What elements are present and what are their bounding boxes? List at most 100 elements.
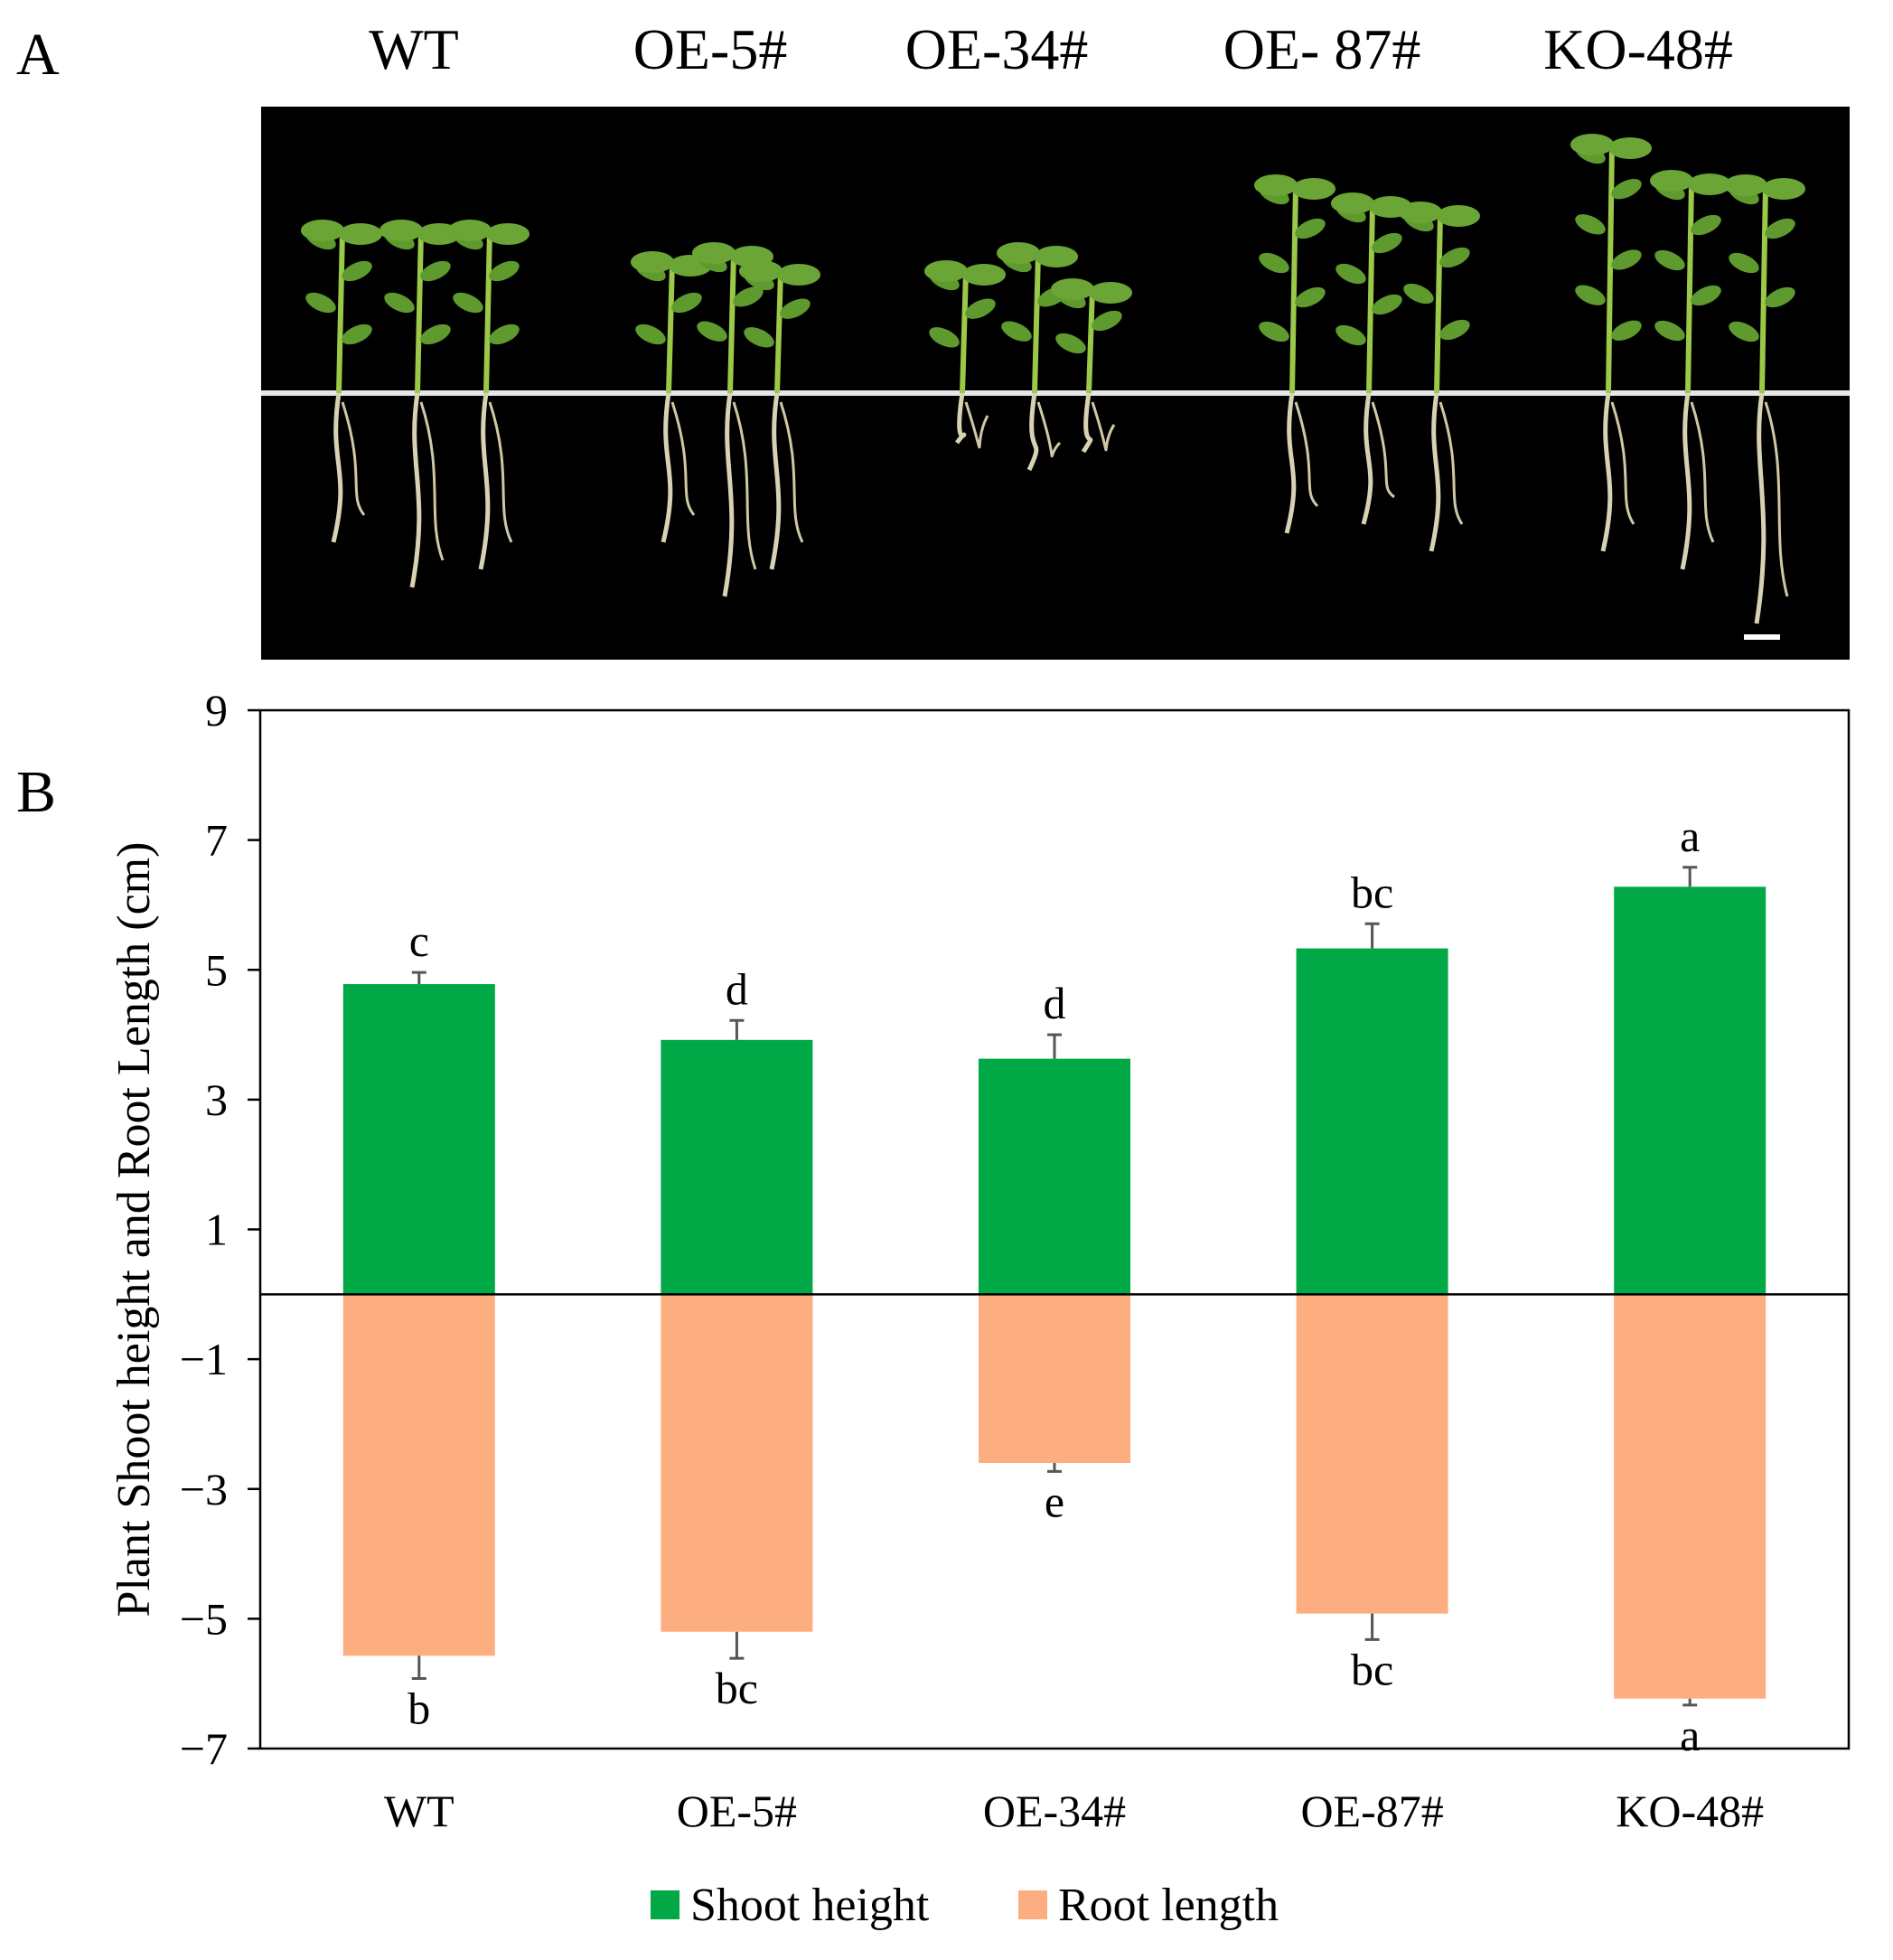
- seedling-root: [478, 392, 491, 570]
- seedling-root-branch: [419, 401, 445, 561]
- seedling-stem: [336, 230, 345, 394]
- seedling-leaf: [1092, 310, 1122, 332]
- y-axis-label: Plant Shoot height and Root Length (cm): [108, 842, 160, 1618]
- seedling-root: [769, 392, 782, 570]
- seedling-leaf: [301, 220, 344, 241]
- genotype-label: OE-5#: [633, 17, 788, 81]
- seedling-stem: [1606, 144, 1615, 394]
- seedling-leaf: [1611, 249, 1642, 270]
- seedling-leaf: [1688, 173, 1731, 195]
- shoot-bar: [1614, 886, 1766, 1295]
- seedling-leaf: [780, 298, 811, 319]
- legend-swatch: [651, 1890, 679, 1919]
- panel-b-label: B: [16, 759, 56, 825]
- seedling-root-branch: [1036, 401, 1062, 458]
- seedling-leaf: [1372, 294, 1402, 315]
- legend-label: Shoot height: [690, 1880, 930, 1931]
- seedling-leaf: [697, 321, 727, 342]
- genotype-label: OE-34#: [905, 17, 1089, 81]
- significance-letter: bc: [1351, 867, 1393, 917]
- seedling-leaf: [671, 292, 702, 314]
- seedling-leaf: [1729, 252, 1759, 274]
- seedling-leaf: [929, 327, 960, 348]
- seedling: [1399, 202, 1480, 552]
- seedling-root-branch: [1294, 401, 1319, 508]
- seedling-stem: [1086, 288, 1095, 394]
- seedling-root-branch: [341, 401, 366, 516]
- scale-bar: [1744, 634, 1780, 640]
- seedling-stem: [415, 230, 424, 394]
- seedling-root-branch: [1091, 401, 1116, 452]
- seedling: [1051, 278, 1132, 454]
- seedling-leaf: [1001, 321, 1032, 342]
- panel-a-label: A: [16, 22, 60, 88]
- seedling-leaf: [1654, 249, 1685, 271]
- seedling-root-branch: [1371, 401, 1395, 499]
- seedling-leaf: [1439, 247, 1470, 268]
- x-tick-label: KO-48#: [1616, 1786, 1764, 1836]
- seedling-root: [1754, 392, 1766, 624]
- seedling-leaf: [1691, 285, 1721, 306]
- seedling-root-branch: [964, 401, 989, 449]
- seedling-leaf: [631, 251, 674, 273]
- seedling-leaf: [1608, 137, 1652, 159]
- seedling-leaf: [1055, 333, 1086, 354]
- seedling: [380, 220, 461, 588]
- x-tick-label: OE-34#: [983, 1786, 1126, 1836]
- seedling-leaf: [1331, 192, 1374, 214]
- seedling-leaf: [635, 324, 666, 345]
- seedling-leaf: [924, 260, 968, 282]
- seedling-leaf: [1570, 134, 1614, 155]
- seedling-leaf: [1254, 174, 1298, 196]
- significance-letter: a: [1680, 1710, 1700, 1760]
- y-tick-label: −1: [180, 1334, 228, 1384]
- seedling-root-branch: [779, 401, 804, 543]
- root-bar: [979, 1294, 1130, 1464]
- seedling-leaf: [1724, 174, 1767, 196]
- seedling-leaf: [1765, 286, 1795, 308]
- shoot-bar: [979, 1058, 1130, 1295]
- seedling-root: [331, 392, 343, 543]
- seedling-leaf: [1611, 179, 1642, 200]
- seedling-leaf: [1654, 320, 1685, 342]
- seedling-stem: [1434, 211, 1443, 394]
- y-tick-label: −5: [180, 1593, 228, 1644]
- seedling-root: [1361, 392, 1373, 525]
- seedling-stem: [666, 261, 675, 394]
- seedling-leaf: [1335, 263, 1366, 285]
- bar-chart: c d d bc a b bc e bc a −7 −5 −3 −1 1 3 5 7 9 WT OE-5# OE-34# O…: [108, 685, 1851, 1836]
- seedling-leaf: [1259, 321, 1289, 342]
- seedling-leaf: [1295, 218, 1326, 239]
- seedling-leaf: [1691, 214, 1721, 236]
- legend-label: Root length: [1058, 1880, 1279, 1931]
- seedling-root: [722, 392, 735, 597]
- seedling-leaf: [1399, 202, 1442, 223]
- y-tick-label: 5: [205, 944, 228, 995]
- seedling-leaf: [420, 260, 451, 282]
- seedling-leaf: [380, 220, 423, 241]
- genotype-label: OE- 87#: [1223, 17, 1421, 81]
- y-tick-label: 1: [205, 1205, 228, 1255]
- root-bar: [342, 1294, 495, 1656]
- seedling-leaf: [1765, 218, 1795, 239]
- y-tick-label: −3: [180, 1464, 228, 1515]
- seedling-stem: [1032, 252, 1041, 394]
- seedling-leaf: [453, 292, 483, 314]
- seedling: [1254, 174, 1335, 534]
- root-bar: [661, 1294, 813, 1632]
- seedling-leaf: [997, 242, 1040, 264]
- seedling-stem: [1289, 184, 1298, 394]
- seedling: [997, 242, 1078, 472]
- legend: Shoot height Root length: [651, 1880, 1279, 1931]
- seedling: [924, 260, 1006, 449]
- seedling-leaf: [339, 223, 382, 245]
- seedling: [1331, 192, 1412, 525]
- legend-swatch: [1018, 1890, 1047, 1919]
- seedling: [448, 220, 529, 570]
- seedling-leaf: [342, 260, 372, 282]
- seedling-leaf: [1259, 252, 1289, 274]
- significance-letter: b: [408, 1683, 430, 1733]
- x-tick-label: WT: [384, 1786, 455, 1836]
- seedling-leaf: [342, 324, 372, 345]
- shoot-bar: [1296, 948, 1448, 1295]
